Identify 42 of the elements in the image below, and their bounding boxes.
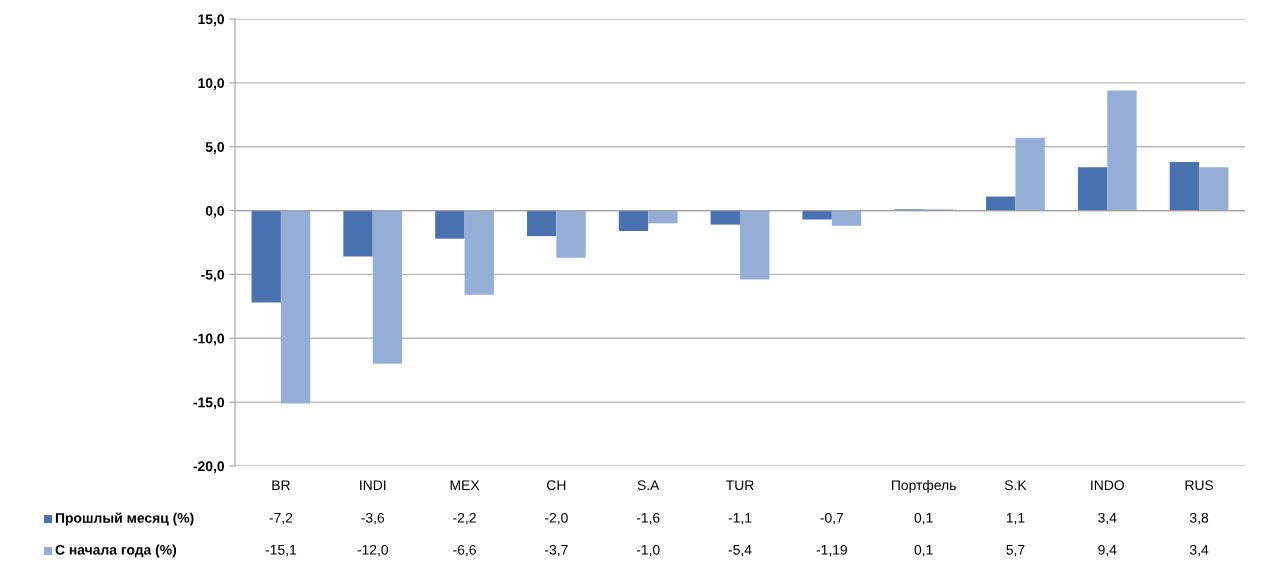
y-tick-label: 10,0 — [198, 78, 225, 91]
data-label: -6,6 — [453, 544, 476, 557]
data-label: -3,6 — [361, 512, 385, 525]
data-label: -1,6 — [636, 512, 660, 525]
data-label: -2,0 — [545, 512, 568, 525]
x-tick-label: MEX — [450, 480, 480, 490]
y-tick-label: 15,0 — [198, 14, 225, 27]
data-label: -5,4 — [728, 545, 752, 557]
x-tick-label: Портфель — [892, 479, 956, 493]
data-label: -7,2 — [269, 512, 293, 525]
x-tick-label: INDO — [1091, 480, 1124, 491]
data-label: 3,8 — [1189, 512, 1209, 525]
x-tick-label: TUR — [726, 480, 754, 491]
x-tick-label: BR — [272, 480, 290, 490]
legend-label: С начала года (%) — [55, 544, 177, 558]
y-tick-label: 0,0 — [205, 205, 225, 218]
x-tick-label: S.K — [1004, 480, 1027, 491]
y-tick-label: -20,0 — [193, 461, 225, 474]
x-tick-label: RUS — [1185, 480, 1214, 491]
data-label: -1,1 — [728, 513, 752, 525]
data-label: 5,7 — [1006, 545, 1025, 557]
data-label: 3,4 — [1098, 512, 1117, 525]
data-label: -15,1 — [265, 545, 297, 557]
data-label: -2,2 — [453, 512, 476, 525]
x-tick-label: S.A — [637, 480, 660, 491]
data-label: -3,7 — [545, 544, 568, 557]
x-tick-label: CH — [547, 480, 566, 491]
data-label: 9,4 — [1098, 544, 1117, 557]
data-label: 1,1 — [1006, 513, 1025, 525]
x-tick-label: INDI — [360, 480, 386, 490]
data-label: -1,19 — [816, 544, 847, 557]
data-label: -0,7 — [820, 512, 844, 525]
data-label: 0,1 — [914, 512, 933, 525]
y-tick-label: -15,0 — [193, 397, 225, 410]
data-label: -1,0 — [636, 544, 660, 557]
data-label: -12,0 — [357, 544, 389, 557]
y-tick-label: 5,0 — [205, 142, 225, 154]
y-tick-label: -10,0 — [193, 333, 225, 346]
data-label: 3,4 — [1189, 544, 1209, 557]
data-label: 0,1 — [914, 544, 933, 557]
legend-label: Прошлый месяц (%) — [55, 512, 194, 526]
y-tick-label: -5,0 — [201, 269, 225, 282]
